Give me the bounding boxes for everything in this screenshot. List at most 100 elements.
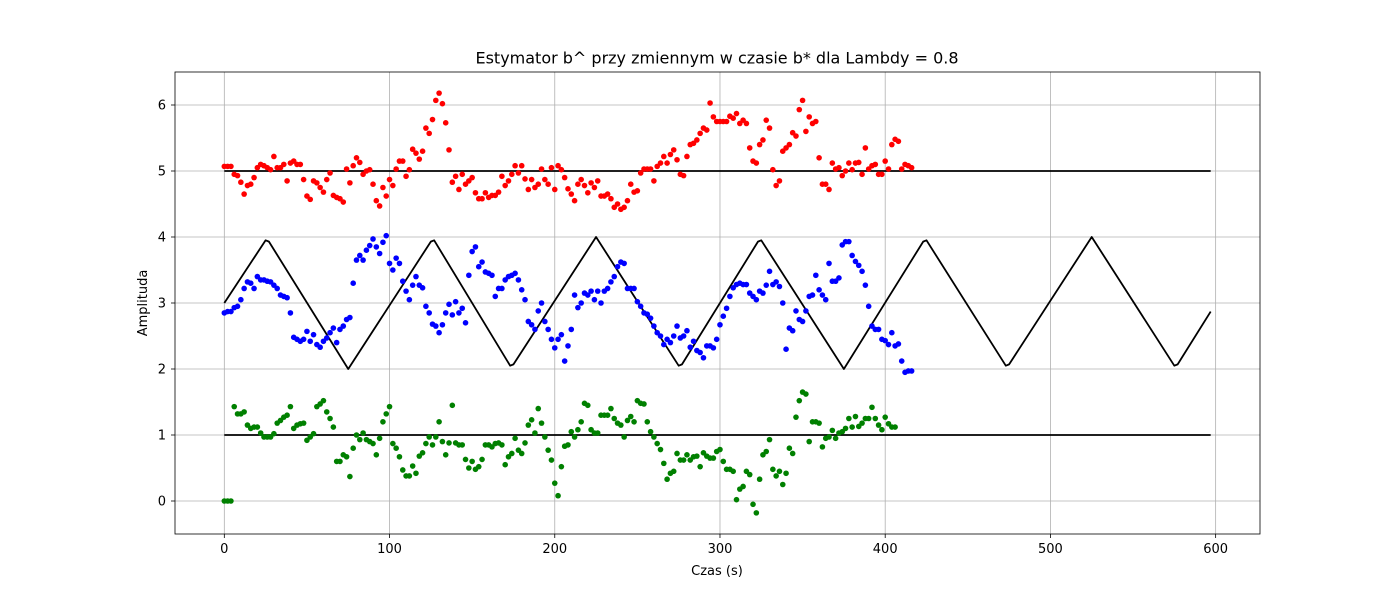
data-point: [433, 97, 439, 104]
data-point: [499, 173, 505, 180]
data-point: [532, 326, 538, 333]
data-point: [383, 232, 390, 239]
data-point: [548, 164, 555, 171]
data-point: [667, 151, 674, 158]
data-point: [565, 186, 571, 192]
y-tick-label: 1: [158, 429, 166, 444]
data-point: [786, 141, 793, 148]
data-point: [604, 285, 611, 292]
data-point: [674, 450, 680, 457]
reference-lines: [223, 170, 1212, 436]
data-point: [664, 476, 670, 483]
data-point: [875, 422, 882, 428]
data-point: [621, 434, 627, 440]
data-point: [578, 300, 584, 306]
data-point: [393, 445, 399, 452]
data-point: [509, 171, 515, 178]
x-tick-label: 600: [1203, 542, 1228, 557]
data-point: [482, 189, 489, 196]
data-point: [594, 430, 601, 436]
data-point: [680, 172, 687, 179]
data-point: [875, 326, 882, 333]
data-point: [357, 159, 363, 166]
data-point: [852, 258, 859, 265]
data-point: [565, 343, 571, 349]
data-point: [872, 415, 879, 422]
data-point: [241, 285, 247, 292]
data-point: [651, 178, 657, 184]
y-tick-label: 5: [158, 165, 166, 180]
data-point: [793, 414, 799, 420]
data-point: [466, 272, 472, 279]
data-point: [813, 272, 819, 279]
data-point: [684, 153, 690, 160]
data-point: [637, 170, 644, 176]
data-point: [634, 298, 641, 305]
data-point: [376, 250, 383, 257]
data-point: [347, 314, 353, 321]
data-point: [627, 413, 634, 420]
data-point: [770, 166, 776, 173]
data-point: [469, 174, 475, 181]
data-point: [624, 417, 631, 424]
data-point: [522, 440, 528, 446]
data-point: [680, 333, 687, 339]
data-point: [449, 312, 456, 318]
data-point: [892, 424, 898, 430]
data-point: [568, 191, 575, 197]
data-point: [604, 191, 611, 197]
data-point: [594, 178, 601, 184]
data-point: [568, 428, 575, 435]
data-point: [413, 273, 419, 280]
data-point: [522, 176, 528, 182]
data-point: [228, 163, 234, 170]
y-tick-label: 3: [158, 297, 166, 312]
data-point: [436, 419, 442, 425]
data-point: [789, 450, 796, 457]
data-point: [347, 180, 353, 186]
data-point: [475, 263, 482, 270]
data-point: [340, 323, 347, 329]
data-point: [469, 248, 475, 255]
data-point: [542, 318, 548, 325]
data-point: [710, 455, 717, 461]
data-point: [664, 160, 670, 166]
data-point: [770, 466, 776, 473]
data-point: [555, 492, 561, 499]
data-point: [661, 341, 667, 348]
data-points: [221, 90, 915, 516]
data-point: [879, 171, 885, 178]
data-point: [535, 181, 542, 187]
data-point: [846, 415, 852, 422]
data-point: [634, 188, 641, 194]
data-point: [578, 419, 584, 425]
data-point: [386, 403, 393, 410]
data-point: [773, 182, 779, 189]
data-point: [466, 465, 472, 471]
data-point: [357, 252, 363, 259]
data-point: [644, 419, 651, 425]
data-point: [855, 159, 862, 166]
data-point: [423, 440, 429, 447]
data-point: [885, 341, 892, 348]
data-point: [558, 166, 565, 173]
data-point: [813, 118, 819, 125]
data-point: [796, 397, 803, 404]
data-point: [499, 442, 505, 448]
data-point: [317, 184, 323, 191]
data-point: [720, 313, 727, 320]
data-point: [806, 438, 812, 445]
data-point: [419, 450, 426, 456]
data-point: [475, 463, 482, 470]
data-point: [657, 333, 664, 339]
data-point: [588, 180, 594, 186]
data-point: [366, 242, 373, 249]
data-point: [323, 335, 330, 341]
data-point: [538, 420, 545, 426]
data-point: [512, 270, 518, 277]
data-point: [271, 430, 277, 437]
data-point: [694, 453, 700, 459]
data-point: [591, 184, 598, 191]
data-point: [419, 148, 426, 154]
data-point: [558, 463, 565, 470]
